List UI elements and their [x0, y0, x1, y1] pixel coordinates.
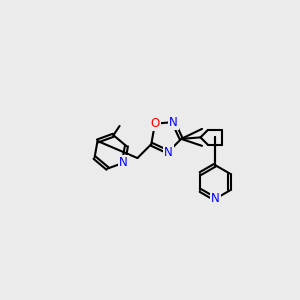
Text: O: O [150, 117, 160, 130]
Text: N: N [211, 193, 220, 206]
Text: N: N [119, 156, 128, 169]
Text: N: N [164, 146, 172, 158]
Text: N: N [169, 116, 178, 129]
